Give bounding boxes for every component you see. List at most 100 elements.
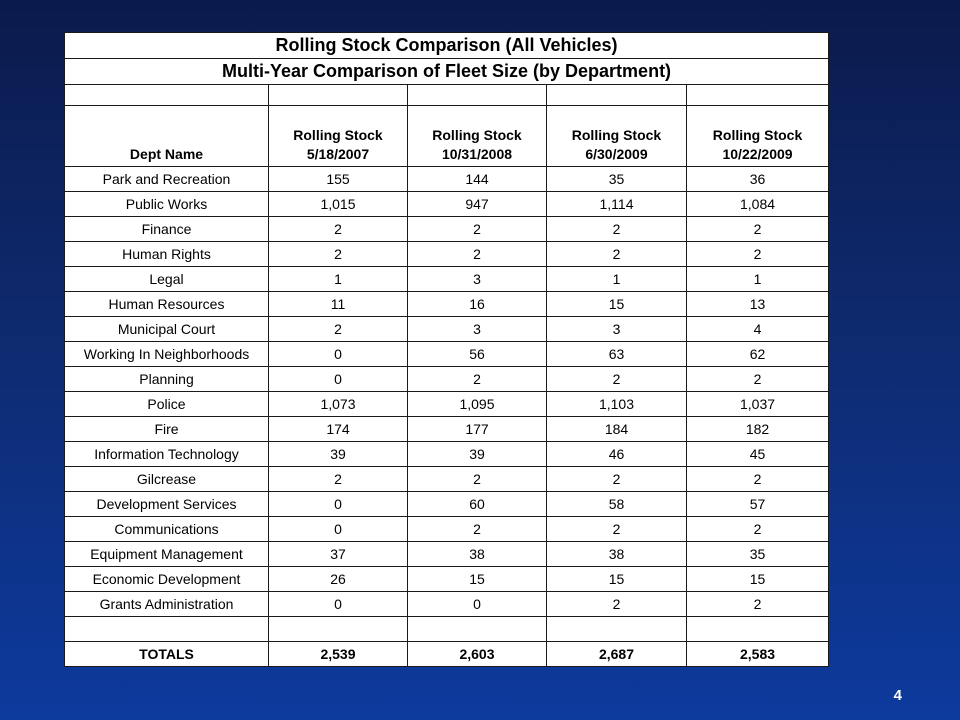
value-cell: 0	[268, 516, 408, 542]
value-cell: 36	[685, 166, 830, 192]
table-row: Economic Development 26 15 15 15	[64, 566, 830, 592]
totals-label: TOTALS	[64, 641, 269, 667]
value-cell: 2	[407, 216, 547, 242]
value-cell: 16	[407, 291, 547, 317]
dept-name-cell: Gilcrease	[64, 466, 269, 492]
table-row: Fire 174 177 184 182	[64, 416, 830, 442]
dept-name-cell: Human Rights	[64, 241, 269, 267]
totals-value: 2,583	[685, 641, 830, 667]
value-cell: 1,015	[268, 191, 408, 217]
value-cell: 177	[407, 416, 547, 442]
value-cell: 37	[268, 541, 408, 567]
table-row: Gilcrease 2 2 2 2	[64, 466, 830, 492]
dept-name-cell: Park and Recreation	[64, 166, 269, 192]
dept-name-cell: Information Technology	[64, 441, 269, 467]
value-cell: 2	[685, 516, 830, 542]
value-cell: 1,073	[268, 391, 408, 417]
value-cell: 2	[685, 466, 830, 492]
value-cell: 15	[407, 566, 547, 592]
dept-name-cell: Planning	[64, 366, 269, 392]
dept-name-cell: Public Works	[64, 191, 269, 217]
table-row: Finance 2 2 2 2	[64, 216, 830, 242]
table-row: Planning 0 2 2 2	[64, 366, 830, 392]
page-number: 4	[893, 687, 902, 704]
value-cell: 1,103	[546, 391, 687, 417]
value-cell: 15	[685, 566, 830, 592]
column-header-date: 6/30/2009	[585, 146, 648, 162]
value-cell: 11	[268, 291, 408, 317]
value-cell: 182	[685, 416, 830, 442]
dept-name-cell: Legal	[64, 266, 269, 292]
value-cell: 1,114	[546, 191, 687, 217]
table-row: Development Services 0 60 58 57	[64, 491, 830, 517]
table-row: Legal 1 3 1 1	[64, 266, 830, 292]
value-cell: 1,084	[685, 191, 830, 217]
header-row: Dept Name Rolling Stock 5/18/2007 Rollin…	[64, 105, 830, 167]
column-header-label: Rolling Stock	[432, 127, 522, 143]
blank-row	[64, 616, 830, 642]
value-cell: 26	[268, 566, 408, 592]
value-cell: 2	[685, 216, 830, 242]
value-cell: 2	[546, 241, 687, 267]
value-cell: 0	[268, 491, 408, 517]
table-row: Human Resources 11 16 15 13	[64, 291, 830, 317]
value-cell: 2	[546, 591, 687, 617]
table-row: Information Technology 39 39 46 45	[64, 441, 830, 467]
value-cell: 2	[546, 516, 687, 542]
totals-row: TOTALS 2,539 2,603 2,687 2,583	[64, 641, 830, 667]
value-cell: 60	[407, 491, 547, 517]
value-cell: 2	[407, 466, 547, 492]
value-cell: 0	[407, 591, 547, 617]
value-cell: 2	[407, 366, 547, 392]
column-header: Rolling Stock 6/30/2009	[546, 105, 687, 167]
column-header-label: Rolling Stock	[571, 127, 662, 143]
column-header-dept: Dept Name	[64, 105, 269, 167]
blank-row	[64, 84, 830, 106]
value-cell: 63	[546, 341, 687, 367]
value-cell: 2	[546, 216, 687, 242]
value-cell: 46	[546, 441, 687, 467]
value-cell: 45	[685, 441, 830, 467]
value-cell: 2	[546, 366, 687, 392]
table-row: Police 1,073 1,095 1,103 1,037	[64, 391, 830, 417]
dept-name-cell: Police	[64, 391, 269, 417]
value-cell: 1	[268, 266, 408, 292]
column-header-date: 10/31/2008	[441, 146, 513, 162]
value-cell: 2	[268, 216, 408, 242]
value-cell: 2	[685, 241, 830, 267]
value-cell: 15	[546, 291, 687, 317]
value-cell: 57	[685, 491, 830, 517]
value-cell: 1,095	[407, 391, 547, 417]
dept-name-cell: Municipal Court	[64, 316, 269, 342]
column-header: Rolling Stock 10/22/2009	[685, 105, 830, 167]
dept-name-cell: Fire	[64, 416, 269, 442]
value-cell: 0	[268, 366, 408, 392]
column-header-date: 10/22/2009	[722, 146, 793, 162]
value-cell: 2	[685, 366, 830, 392]
value-cell: 2	[268, 466, 408, 492]
value-cell: 144	[407, 166, 547, 192]
value-cell: 2	[546, 466, 687, 492]
value-cell: 0	[268, 341, 408, 367]
fleet-comparison-table: Rolling Stock Comparison (All Vehicles) …	[63, 32, 830, 667]
column-header-date: 5/18/2007	[306, 146, 370, 162]
column-header: Rolling Stock 10/31/2008	[407, 105, 547, 167]
totals-value: 2,687	[546, 641, 687, 667]
totals-value: 2,539	[268, 641, 408, 667]
table-row: Human Rights 2 2 2 2	[64, 241, 830, 267]
dept-name-cell: Economic Development	[64, 566, 269, 592]
value-cell: 2	[407, 516, 547, 542]
value-cell: 35	[546, 166, 687, 192]
value-cell: 38	[546, 541, 687, 567]
totals-value: 2,603	[407, 641, 547, 667]
dept-name-cell: Finance	[64, 216, 269, 242]
value-cell: 2	[407, 241, 547, 267]
value-cell: 1	[546, 266, 687, 292]
value-cell: 184	[546, 416, 687, 442]
value-cell: 2	[268, 241, 408, 267]
table-row: Communications 0 2 2 2	[64, 516, 830, 542]
value-cell: 3	[546, 316, 687, 342]
column-header-label: Rolling Stock	[293, 127, 383, 143]
value-cell: 35	[685, 541, 830, 567]
value-cell: 2	[685, 591, 830, 617]
